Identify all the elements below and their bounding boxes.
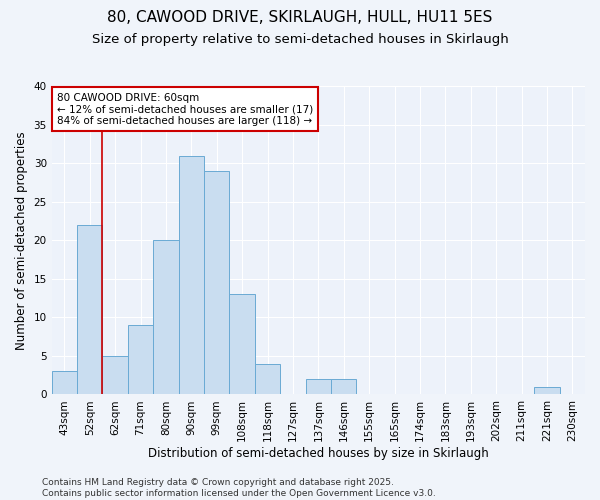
- Bar: [204, 171, 229, 394]
- Bar: [305, 379, 331, 394]
- Bar: [229, 294, 255, 394]
- Text: 80 CAWOOD DRIVE: 60sqm
← 12% of semi-detached houses are smaller (17)
84% of sem: 80 CAWOOD DRIVE: 60sqm ← 12% of semi-det…: [57, 92, 313, 126]
- Bar: [534, 387, 560, 394]
- Bar: [128, 325, 153, 394]
- Bar: [255, 364, 280, 394]
- Text: Size of property relative to semi-detached houses in Skirlaugh: Size of property relative to semi-detach…: [92, 32, 508, 46]
- Bar: [331, 379, 356, 394]
- Y-axis label: Number of semi-detached properties: Number of semi-detached properties: [15, 131, 28, 350]
- Bar: [179, 156, 204, 394]
- Text: Contains HM Land Registry data © Crown copyright and database right 2025.
Contai: Contains HM Land Registry data © Crown c…: [42, 478, 436, 498]
- Bar: [103, 356, 128, 395]
- Bar: [153, 240, 179, 394]
- X-axis label: Distribution of semi-detached houses by size in Skirlaugh: Distribution of semi-detached houses by …: [148, 447, 489, 460]
- Bar: [77, 225, 103, 394]
- Bar: [52, 372, 77, 394]
- Text: 80, CAWOOD DRIVE, SKIRLAUGH, HULL, HU11 5ES: 80, CAWOOD DRIVE, SKIRLAUGH, HULL, HU11 …: [107, 10, 493, 25]
